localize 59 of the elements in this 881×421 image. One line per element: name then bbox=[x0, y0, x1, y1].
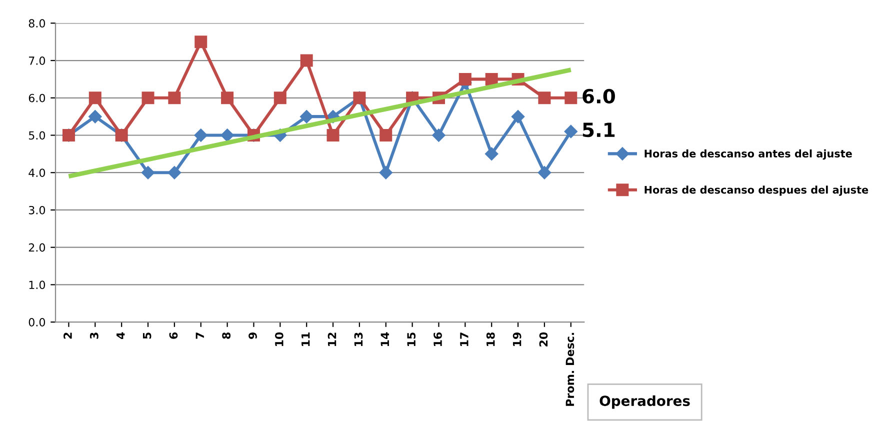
x-tick-label: 7 bbox=[196, 332, 204, 339]
y-tick-label: 0.0 bbox=[28, 318, 46, 326]
x-tick-label: 8 bbox=[222, 332, 231, 339]
legend-label: Horas de descanso antes del ajuste bbox=[644, 149, 852, 160]
x-tick-label: 18 bbox=[486, 332, 495, 346]
y-tick-label: 5.0 bbox=[28, 131, 46, 140]
point bbox=[194, 36, 208, 48]
legend-label: Horas de descanso despues del ajuste bbox=[644, 186, 868, 196]
x-tick-label: 9 bbox=[248, 332, 257, 339]
point bbox=[300, 110, 314, 124]
x-tick-label: 5 bbox=[142, 332, 152, 339]
x-tick-label: 19 bbox=[512, 332, 522, 346]
x-tick-label: Prom. Desc. bbox=[566, 332, 574, 406]
y-tick-label: 2.0 bbox=[28, 243, 46, 252]
data-label: 6.0 bbox=[582, 88, 615, 104]
point bbox=[300, 54, 313, 67]
point bbox=[88, 92, 102, 104]
point bbox=[511, 110, 525, 124]
point bbox=[538, 92, 551, 104]
x-tick-label: 12 bbox=[328, 332, 336, 346]
point bbox=[458, 72, 472, 86]
x-tick-label: 3 bbox=[90, 332, 98, 339]
data-label: 5.1 bbox=[582, 122, 615, 138]
y-tick-label: 1.0 bbox=[29, 280, 46, 290]
y-tick-label: 3.0 bbox=[28, 206, 46, 214]
y-tick-label: 8.0 bbox=[28, 19, 46, 28]
y-tick-label: 7.0 bbox=[29, 56, 46, 65]
x-tick-label: 15 bbox=[407, 332, 416, 346]
point bbox=[194, 128, 208, 142]
x-tick-label: 20 bbox=[539, 332, 548, 346]
point bbox=[88, 110, 102, 124]
x-tick-label: 17 bbox=[460, 332, 468, 346]
y-tick-label: 6.0 bbox=[28, 94, 46, 102]
point bbox=[380, 128, 392, 142]
point bbox=[274, 92, 286, 104]
point bbox=[221, 92, 234, 104]
y-tick-label: 4.0 bbox=[28, 168, 46, 177]
x-tick-label: 16 bbox=[434, 332, 442, 346]
point bbox=[168, 166, 182, 180]
point bbox=[141, 166, 155, 180]
point bbox=[564, 124, 578, 138]
point bbox=[168, 92, 181, 104]
point bbox=[538, 166, 552, 180]
point bbox=[485, 147, 498, 161]
x-tick-label: 13 bbox=[354, 332, 363, 346]
x-axis-title: Operadores bbox=[600, 395, 690, 409]
x-tick-label: 10 bbox=[274, 332, 284, 346]
point bbox=[379, 166, 392, 180]
x-tick-label: 11 bbox=[302, 332, 310, 346]
x-tick-label: 2 bbox=[64, 332, 72, 339]
point bbox=[326, 128, 340, 142]
x-tick-label: 14 bbox=[380, 332, 389, 346]
x-tick-label: 4 bbox=[116, 332, 125, 340]
point bbox=[564, 92, 578, 104]
point bbox=[220, 128, 234, 142]
point bbox=[432, 128, 446, 142]
point bbox=[142, 92, 154, 104]
point bbox=[485, 72, 498, 86]
x-tick-label: 6 bbox=[169, 332, 178, 339]
